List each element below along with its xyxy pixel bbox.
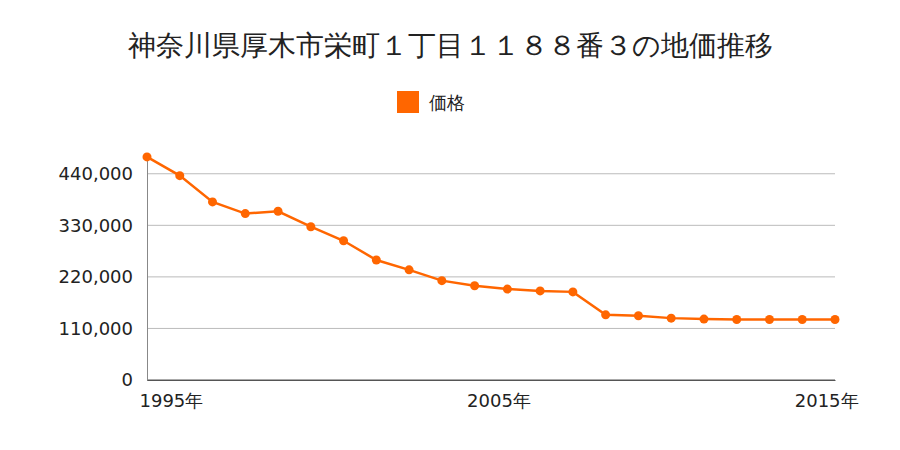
y-tick: 0	[122, 369, 147, 390]
y-tick-label: 0	[122, 369, 133, 390]
marker	[208, 197, 217, 206]
chart: 神奈川県厚木市栄町１丁目１１８８番３の地価推移価格 0 110,000 220,000…	[0, 0, 900, 450]
line	[147, 157, 835, 320]
marker	[831, 315, 840, 324]
marker	[241, 209, 250, 218]
grid	[147, 174, 835, 380]
marker	[339, 236, 348, 245]
grid-line	[147, 225, 835, 226]
marker	[503, 285, 512, 294]
marker	[143, 152, 152, 161]
y-tick: 440,000	[59, 163, 147, 184]
plot	[143, 152, 840, 324]
grid-line	[147, 328, 835, 329]
marker	[732, 315, 741, 324]
y-tick-label: 110,000	[59, 318, 133, 339]
marker	[274, 207, 283, 216]
grid-line	[147, 380, 835, 381]
marker	[306, 222, 315, 231]
x-tick: 2005年	[467, 380, 531, 411]
y-tick: 110,000	[59, 318, 147, 339]
marker	[699, 315, 708, 324]
y-tick-label: 220,000	[59, 266, 133, 287]
legend-label: 価格	[429, 92, 465, 113]
marker	[470, 281, 479, 290]
x-axis-line	[148, 380, 836, 381]
marker	[372, 256, 381, 265]
y-tick: 220,000	[59, 266, 147, 287]
y-tick-label: 330,000	[59, 215, 133, 236]
y-tick: 330,000	[59, 215, 147, 236]
marker	[634, 311, 643, 320]
marker	[405, 265, 414, 274]
marker	[601, 310, 610, 319]
marker	[667, 314, 676, 323]
x-axis: 1995年 2005年 2015年	[140, 380, 859, 411]
y-axis: 0 110,000 220,000 330,000 440,000	[59, 156, 148, 391]
marker	[765, 315, 774, 324]
x-tick-label: 2005年	[467, 390, 531, 411]
y-tick-label: 440,000	[59, 163, 133, 184]
grid-line	[147, 276, 835, 277]
marker	[175, 171, 184, 180]
legend: 価格	[397, 91, 465, 113]
legend-swatch	[397, 91, 419, 113]
marker	[568, 287, 577, 296]
x-tick-label: 2015年	[795, 390, 859, 411]
title: 神奈川県厚木市栄町１丁目１１８８番３の地価推移	[128, 29, 773, 62]
marker	[798, 315, 807, 324]
marker	[437, 276, 446, 285]
marker	[536, 286, 545, 295]
x-tick: 2015年	[795, 380, 859, 411]
y-axis-line	[147, 156, 148, 381]
grid-line	[147, 173, 835, 174]
x-tick-label: 1995年	[140, 390, 204, 411]
x-tick: 1995年	[140, 380, 204, 411]
